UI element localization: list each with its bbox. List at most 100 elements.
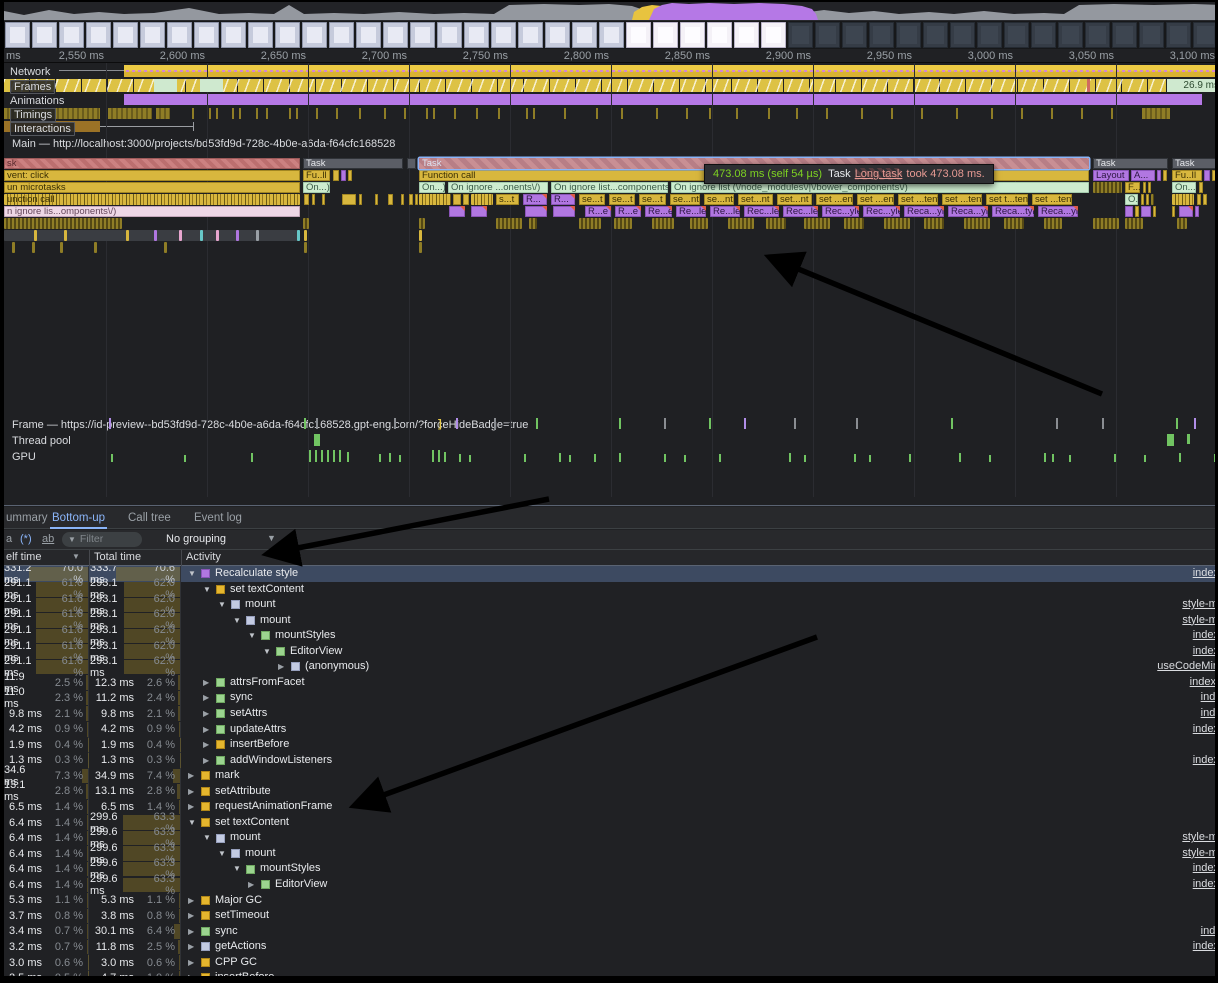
expand-arrow-open[interactable]: ▼	[233, 615, 241, 625]
flame-block[interactable]: vent: click	[4, 170, 300, 181]
table-row[interactable]: 291.1 ms 61.6 % 293.1 ms 62.0 % ▶ (anonymous)…	[4, 655, 1215, 679]
flame-block[interactable]: Re...e	[645, 206, 672, 217]
tooltip-long-task-link[interactable]: Long task	[854, 168, 903, 180]
activity-label[interactable]: insertBefore	[230, 738, 290, 751]
flame-block[interactable]: Fu..Il	[1172, 170, 1202, 181]
flame-block[interactable]	[303, 218, 309, 229]
expand-arrow-open[interactable]: ▼	[263, 646, 271, 656]
filmstrip-thumbnail[interactable]	[383, 22, 408, 48]
flame-block[interactable]	[1151, 194, 1154, 205]
flame-block[interactable]	[1143, 182, 1146, 193]
flame-block[interactable]	[1177, 218, 1187, 229]
filmstrip-thumbnail[interactable]	[815, 22, 840, 48]
table-row[interactable]: 6.4 ms 1.4 % 299.6 ms 63.3 % ▼ set textConten…	[4, 811, 1215, 835]
filmstrip-thumbnail[interactable]	[653, 22, 678, 48]
expand-arrow-closed[interactable]: ▶	[203, 693, 210, 703]
col-self-time[interactable]: elf time	[6, 551, 42, 563]
timeline-overview[interactable]: ms 2,550 ms 2,600 ms 2,650 ms 2,700 ms 2,750…	[4, 2, 1215, 63]
flame-block[interactable]	[844, 218, 864, 229]
flame-block[interactable]: set...nt	[777, 194, 812, 205]
flame-block[interactable]	[4, 230, 300, 241]
flame-block[interactable]	[766, 218, 786, 229]
flame-block[interactable]: R...e	[615, 206, 641, 217]
tab-call-tree[interactable]: Call tree	[128, 512, 171, 524]
flame-block[interactable]	[652, 218, 674, 229]
expand-arrow-closed[interactable]: ▶	[188, 926, 195, 936]
flame-block[interactable]: sk	[4, 158, 300, 169]
source-link[interactable]: style-mod	[1182, 613, 1215, 626]
flame-block[interactable]	[553, 206, 575, 217]
flame-block[interactable]	[529, 218, 537, 229]
expand-arrow-closed[interactable]: ▶	[203, 708, 210, 718]
flame-block[interactable]	[322, 194, 325, 205]
expand-arrow-open[interactable]: ▼	[203, 833, 211, 843]
flame-block[interactable]	[1212, 170, 1215, 181]
expand-arrow-open[interactable]: ▼	[203, 584, 211, 594]
expand-arrow-closed[interactable]: ▶	[188, 895, 195, 905]
flame-block[interactable]: set...nt	[738, 194, 773, 205]
filmstrip-thumbnail[interactable]	[1139, 22, 1164, 48]
activity-label[interactable]: setTimeout	[215, 909, 270, 922]
filmstrip-thumbnail[interactable]	[59, 22, 84, 48]
activity-label[interactable]: mount	[230, 831, 261, 844]
filmstrip-thumbnail[interactable]	[1031, 22, 1056, 48]
expand-arrow-closed[interactable]: ▶	[188, 957, 195, 967]
source-link[interactable]: index.js	[1192, 629, 1215, 642]
flame-block[interactable]: A...	[1131, 170, 1155, 181]
flame-block[interactable]	[304, 242, 307, 253]
flame-block[interactable]	[1199, 182, 1203, 193]
flame-block[interactable]	[60, 242, 63, 253]
flame-block[interactable]	[64, 230, 67, 241]
expand-arrow-closed[interactable]: ▶	[188, 786, 195, 796]
flame-block[interactable]: se...nt	[704, 194, 734, 205]
flame-block[interactable]	[496, 218, 522, 229]
flame-block[interactable]: Rec...le	[783, 206, 818, 217]
table-row[interactable]: 11.0 ms 2.3 % 11.2 ms 2.4 % ▶ sync index.	[4, 686, 1215, 710]
filmstrip-thumbnail[interactable]	[1193, 22, 1215, 48]
filmstrip-thumbnail[interactable]	[1112, 22, 1137, 48]
table-row[interactable]: 3.7 ms 0.8 % 3.8 ms 0.8 % ▶ setTimeout	[4, 908, 1215, 924]
filmstrip-thumbnail[interactable]	[464, 22, 489, 48]
flame-block[interactable]: Task	[1172, 158, 1215, 169]
flame-block[interactable]	[1163, 170, 1167, 181]
grouping-caret-icon[interactable]: ▼	[267, 533, 276, 543]
flame-block[interactable]: Re...le	[710, 206, 740, 217]
column-divider[interactable]	[181, 550, 182, 566]
flame-block[interactable]	[312, 194, 315, 205]
activity-label[interactable]: updateAttrs	[230, 722, 287, 735]
flame-block[interactable]: se...t	[609, 194, 635, 205]
source-link[interactable]: index.	[1200, 691, 1215, 704]
flame-block[interactable]	[419, 194, 451, 205]
activity-label[interactable]: EditorView	[275, 878, 328, 890]
filmstrip-thumbnail[interactable]	[248, 22, 273, 48]
filmstrip-thumbnail[interactable]	[275, 22, 300, 48]
flame-block[interactable]	[419, 230, 422, 241]
flame-block[interactable]: un microtasks	[4, 182, 300, 193]
table-row[interactable]: 3.2 ms 0.7 % 11.8 ms 2.5 % ▶ getActions index.…	[4, 939, 1215, 955]
flame-block[interactable]	[4, 218, 122, 229]
flame-block[interactable]: Fu..ll	[303, 170, 330, 181]
screenshot-filmstrip[interactable]	[4, 21, 1215, 49]
filmstrip-thumbnail[interactable]	[356, 22, 381, 48]
flame-block[interactable]: unction call	[4, 194, 300, 205]
flame-block[interactable]	[304, 230, 307, 241]
flame-block[interactable]	[579, 218, 601, 229]
source-link[interactable]: index.js	[1192, 722, 1215, 735]
animations-bar[interactable]	[124, 94, 1202, 105]
filmstrip-thumbnail[interactable]	[1166, 22, 1191, 48]
regex-icon[interactable]: (*)	[20, 533, 32, 545]
flame-block[interactable]	[342, 194, 356, 205]
flame-block[interactable]	[375, 194, 378, 205]
flame-block[interactable]: On ignore ...onents\/)	[448, 182, 548, 193]
flame-block[interactable]	[463, 194, 469, 205]
flame-block[interactable]: set t...tent	[986, 194, 1028, 205]
flame-block[interactable]: R...	[551, 194, 575, 205]
filmstrip-thumbnail[interactable]	[977, 22, 1002, 48]
expand-arrow-open[interactable]: ▼	[188, 817, 196, 827]
table-row[interactable]: 6.4 ms 1.4 % 299.6 ms 63.3 % ▶ EditorView inde…	[4, 873, 1215, 897]
filmstrip-thumbnail[interactable]	[5, 22, 30, 48]
flame-block[interactable]: Re...le	[676, 206, 706, 217]
col-activity[interactable]: Activity	[186, 551, 221, 563]
table-row[interactable]: 331.2 ms 70.0 % 333.7 ms 70.6 % ▼ Recalculate…	[4, 566, 1215, 586]
flame-block[interactable]	[449, 206, 465, 217]
